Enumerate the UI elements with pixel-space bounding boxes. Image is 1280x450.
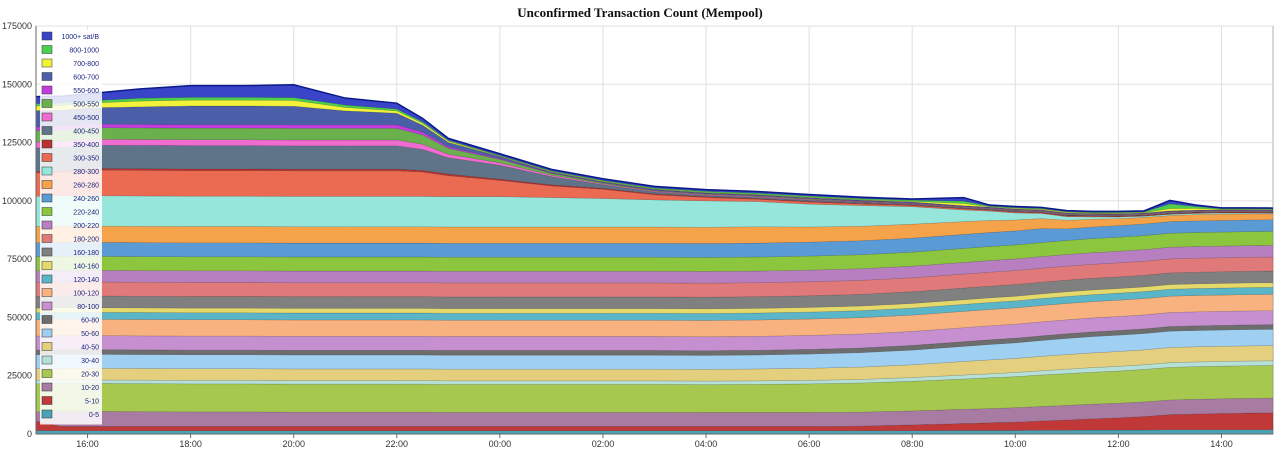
legend-label: 700-800 bbox=[73, 61, 99, 68]
y-tick-label: 50000 bbox=[7, 312, 32, 322]
y-tick-label: 75000 bbox=[7, 254, 32, 264]
legend-label: 30-40 bbox=[81, 358, 99, 365]
y-tick-label: 175000 bbox=[2, 21, 32, 31]
legend-swatch bbox=[41, 247, 53, 257]
x-tick-label: 08:00 bbox=[901, 439, 924, 449]
legend-swatch bbox=[41, 328, 53, 338]
legend-swatch bbox=[41, 396, 53, 405]
legend-swatch bbox=[41, 45, 53, 54]
legend-label: 450-500 bbox=[73, 115, 99, 122]
legend-swatch bbox=[41, 153, 53, 162]
y-tick-label: 100000 bbox=[2, 196, 32, 206]
legend-label: 1000+ sat/B bbox=[61, 34, 99, 41]
legend-label: 220-240 bbox=[73, 210, 99, 217]
legend-swatch bbox=[41, 99, 53, 108]
area-layer bbox=[35, 83, 1274, 435]
legend-swatch bbox=[41, 369, 53, 378]
legend-label: 350-400 bbox=[73, 142, 99, 149]
x-tick-label: 12:00 bbox=[1107, 439, 1130, 449]
x-tick-label: 20:00 bbox=[282, 439, 305, 449]
y-tick-label: 150000 bbox=[2, 79, 32, 89]
y-tick-label: 0 bbox=[27, 429, 32, 439]
legend-swatch bbox=[41, 126, 53, 135]
legend-label: 800-1000 bbox=[69, 48, 99, 55]
chart-title: Unconfirmed Transaction Count (Mempool) bbox=[517, 5, 763, 20]
legend-swatch bbox=[41, 85, 53, 95]
legend-label: 280-300 bbox=[73, 169, 99, 176]
legend-swatch bbox=[41, 342, 53, 351]
legend-label: 40-50 bbox=[81, 345, 99, 352]
legend-label: 120-140 bbox=[73, 277, 99, 284]
axis-layer: 0 25000 50000 75000 100000 125000 150000 175000… bbox=[2, 21, 1273, 449]
x-tick-label: 04:00 bbox=[695, 439, 718, 449]
legend: 1000+ sat/B 800-1000 700-800 600-700 550-600… bbox=[40, 30, 102, 425]
legend-swatch bbox=[41, 220, 53, 230]
legend-swatch bbox=[41, 288, 53, 297]
legend-label: 20-30 bbox=[81, 372, 99, 379]
legend-swatch bbox=[41, 355, 53, 365]
legend-label: 550-600 bbox=[73, 88, 99, 95]
legend-swatch bbox=[41, 315, 53, 324]
legend-label: 400-450 bbox=[73, 129, 99, 136]
legend-swatch bbox=[41, 166, 53, 176]
legend-label: 300-350 bbox=[73, 156, 99, 163]
legend-label: 140-160 bbox=[73, 264, 99, 271]
legend-swatch bbox=[41, 139, 53, 149]
legend-label: 5-10 bbox=[85, 399, 99, 406]
legend-swatch bbox=[41, 31, 53, 41]
y-tick-label: 25000 bbox=[7, 371, 32, 381]
legend-swatch bbox=[41, 72, 53, 81]
legend-swatch bbox=[41, 193, 53, 203]
legend-swatch bbox=[41, 180, 53, 189]
legend-label: 180-200 bbox=[73, 237, 99, 244]
legend-swatch bbox=[41, 274, 53, 284]
legend-label: 500-550 bbox=[73, 102, 99, 109]
x-tick-label: 02:00 bbox=[592, 439, 615, 449]
x-tick-label: 14:00 bbox=[1210, 439, 1233, 449]
legend-label: 0-5 bbox=[89, 412, 99, 419]
x-tick-label: 10:00 bbox=[1004, 439, 1027, 449]
legend-label: 100-120 bbox=[73, 291, 99, 298]
legend-label: 160-180 bbox=[73, 250, 99, 257]
legend-swatch bbox=[41, 301, 53, 311]
legend-label: 200-220 bbox=[73, 223, 99, 230]
legend-label: 240-260 bbox=[73, 196, 99, 203]
x-tick-label: 22:00 bbox=[386, 439, 409, 449]
x-tick-label: 06:00 bbox=[798, 439, 821, 449]
legend-label: 10-20 bbox=[81, 385, 99, 392]
legend-swatch bbox=[41, 234, 53, 243]
x-tick-label: 18:00 bbox=[179, 439, 202, 449]
legend-label: 80-100 bbox=[77, 304, 99, 311]
x-tick-label: 00:00 bbox=[489, 439, 512, 449]
legend-swatch bbox=[41, 112, 53, 122]
legend-label: 50-60 bbox=[81, 331, 99, 338]
legend-label: 600-700 bbox=[73, 75, 99, 82]
legend-swatch bbox=[41, 58, 53, 68]
legend-swatch bbox=[41, 409, 53, 419]
total-outline bbox=[35, 83, 1274, 213]
legend-swatch bbox=[41, 382, 53, 392]
legend-label: 260-280 bbox=[73, 183, 99, 190]
legend-label: 60-80 bbox=[81, 318, 99, 325]
legend-swatch bbox=[41, 207, 53, 216]
legend-swatch bbox=[41, 261, 53, 270]
y-tick-label: 125000 bbox=[2, 138, 32, 148]
x-tick-label: 16:00 bbox=[76, 439, 99, 449]
